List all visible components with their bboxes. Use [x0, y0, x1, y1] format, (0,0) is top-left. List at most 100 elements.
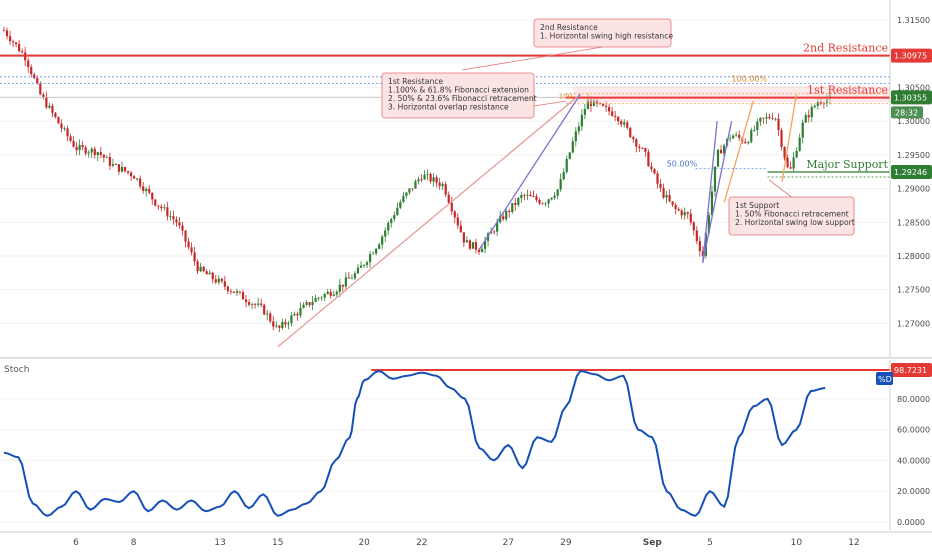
candle-body	[396, 207, 399, 216]
trendline-pink	[277, 93, 581, 348]
candle-body	[278, 325, 281, 328]
annotation-box	[728, 196, 855, 236]
candle-body	[480, 248, 484, 253]
candle-body	[290, 315, 293, 324]
candle-body	[644, 148, 647, 152]
fib-ext-line-purple	[702, 121, 718, 263]
candle-body	[2, 30, 6, 32]
candle-body	[707, 215, 711, 233]
candle-body	[435, 177, 438, 183]
candle-body	[777, 118, 780, 131]
candle-body	[263, 304, 266, 315]
candle-body	[187, 241, 190, 248]
candle-body	[786, 157, 789, 168]
candle-body	[308, 302, 311, 306]
last-price-badge	[891, 90, 932, 105]
candle-body	[747, 142, 750, 144]
annotation-text: 2. 50% & 23.6% Fibonacci retracement	[388, 94, 537, 103]
candle-body	[477, 249, 481, 253]
annotation-text: 1.100% & 61.8% Fibonacci extension	[388, 86, 529, 95]
candle-body	[33, 74, 36, 79]
candle-body	[329, 291, 332, 296]
candle-body	[732, 135, 735, 139]
candle-body	[163, 207, 166, 209]
x-tick-label: 13	[214, 538, 225, 548]
stoch-plot	[3, 368, 890, 517]
candle-body	[375, 248, 378, 254]
candle-body	[738, 134, 741, 138]
candle-body	[254, 304, 257, 305]
candle-body	[614, 115, 617, 117]
price-axis: 1.27000 1.27500 1.28000 1.28500 1.29000 1.295…	[0, 0, 932, 359]
last-price-text: 1.30355	[894, 93, 927, 102]
candle-body	[662, 187, 665, 198]
candle-body	[459, 225, 462, 233]
candle-body	[105, 156, 108, 158]
candle-body	[87, 152, 90, 154]
candle-body	[659, 183, 662, 188]
candle-body	[335, 291, 338, 295]
candle-body	[214, 279, 217, 283]
candle-body	[160, 206, 163, 209]
candle-body	[250, 304, 254, 305]
candle-body	[84, 147, 87, 154]
candle-body	[692, 222, 695, 231]
candle-body	[166, 207, 169, 217]
candle-body	[51, 105, 54, 113]
candle-body	[683, 212, 686, 216]
stoch-tick-label: 20.0000	[897, 487, 930, 496]
x-tick-label: 20	[358, 538, 370, 548]
candle-body	[199, 266, 202, 272]
candle-body	[123, 167, 127, 172]
candle-body	[169, 216, 172, 218]
candle-body	[57, 117, 60, 124]
candle-body	[559, 179, 562, 190]
candle-body	[765, 116, 768, 119]
annotation-pointer	[768, 179, 792, 198]
level-label: 2nd Resistance	[803, 42, 888, 55]
candle-body	[568, 152, 571, 159]
candle-body	[272, 321, 275, 327]
candle-body	[18, 44, 21, 52]
candle-body	[598, 103, 602, 104]
candle-body	[260, 303, 263, 305]
candle-body	[223, 281, 226, 287]
candle-body	[117, 164, 121, 172]
annotation-pointer	[461, 46, 603, 71]
candle-body	[27, 60, 30, 67]
candle-body	[420, 179, 423, 181]
candle-body	[39, 83, 42, 95]
candle-body	[807, 115, 810, 118]
stoch-tick-label: 60.0000	[897, 426, 930, 435]
candle-body	[710, 191, 714, 216]
candle-body	[139, 178, 142, 187]
candle-body	[719, 149, 723, 154]
fib-label: 100.00%	[732, 75, 768, 84]
candle-body	[93, 148, 96, 156]
x-tick-label: 15	[272, 538, 283, 548]
candle-body	[241, 292, 245, 300]
candle-body	[759, 117, 762, 122]
price-tick-label: 1.27000	[897, 319, 930, 328]
candle-body	[172, 216, 175, 220]
candle-body	[338, 284, 341, 292]
candle-body	[311, 301, 314, 306]
candle-body	[350, 278, 354, 280]
annotation-box	[533, 18, 672, 48]
candle-body	[768, 116, 771, 119]
candle-body	[629, 127, 632, 138]
candle-body	[538, 199, 541, 204]
candle-body	[483, 240, 487, 249]
candle-body	[120, 167, 124, 172]
candle-body	[508, 210, 511, 212]
candle-body	[317, 297, 320, 299]
candle-body	[641, 148, 644, 149]
level-badge-text: 1.29246	[894, 168, 927, 177]
x-tick-label: 5	[707, 538, 713, 548]
candle-body	[632, 137, 635, 140]
candle-body	[323, 294, 326, 298]
candle-body	[184, 230, 187, 242]
fib-label: 100	[559, 92, 572, 100]
candle-body	[178, 222, 181, 226]
candle-body	[269, 313, 272, 322]
